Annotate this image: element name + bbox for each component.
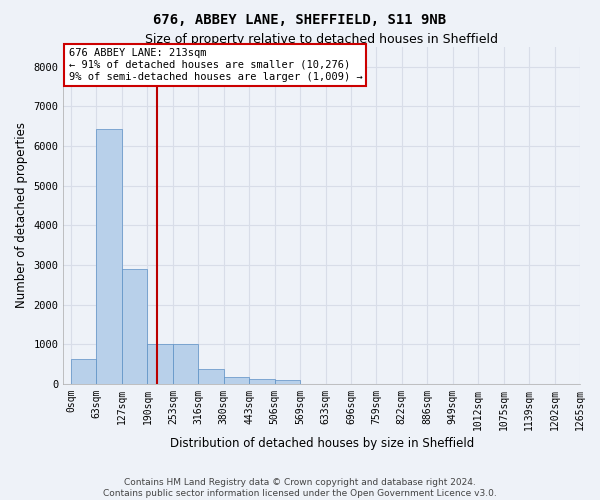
Bar <box>71 360 97 384</box>
Text: Contains HM Land Registry data © Crown copyright and database right 2024.
Contai: Contains HM Land Registry data © Crown c… <box>103 478 497 498</box>
Bar <box>198 369 224 384</box>
Bar <box>249 380 275 384</box>
Bar <box>97 129 122 384</box>
X-axis label: Distribution of detached houses by size in Sheffield: Distribution of detached houses by size … <box>170 437 474 450</box>
Bar <box>173 344 198 384</box>
Text: 676 ABBEY LANE: 213sqm
← 91% of detached houses are smaller (10,276)
9% of semi-: 676 ABBEY LANE: 213sqm ← 91% of detached… <box>68 48 362 82</box>
Text: 676, ABBEY LANE, SHEFFIELD, S11 9NB: 676, ABBEY LANE, SHEFFIELD, S11 9NB <box>154 12 446 26</box>
Bar <box>224 377 249 384</box>
Bar <box>148 344 173 384</box>
Title: Size of property relative to detached houses in Sheffield: Size of property relative to detached ho… <box>145 32 498 46</box>
Bar <box>122 269 148 384</box>
Y-axis label: Number of detached properties: Number of detached properties <box>15 122 28 308</box>
Bar <box>275 380 300 384</box>
